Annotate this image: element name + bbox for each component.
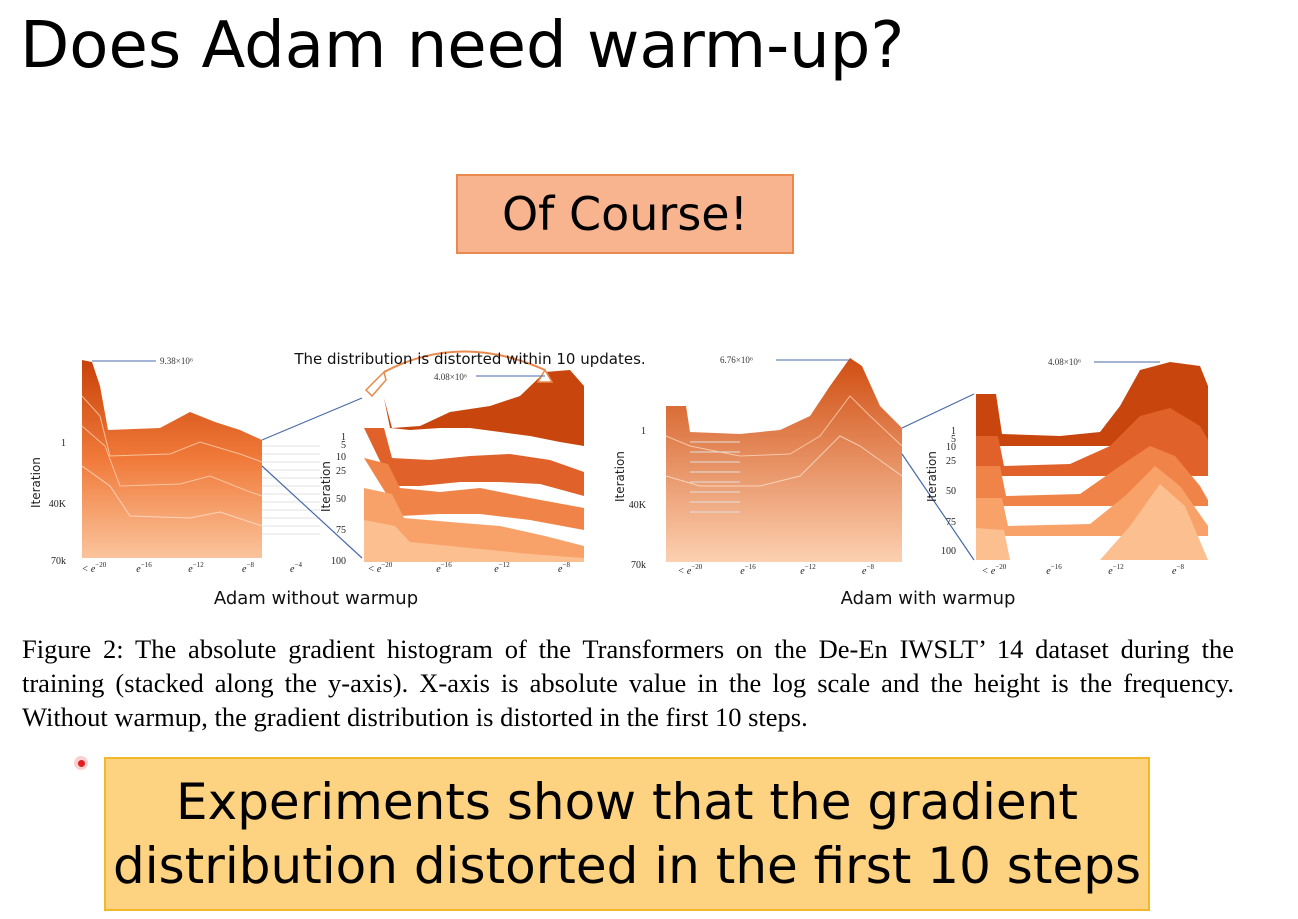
peak-label: 4.08×10⁶: [434, 372, 467, 382]
y-axis-label: Iteration: [319, 461, 333, 512]
y-tick-label: 70k: [51, 556, 66, 567]
x-tick-label: e−12: [800, 563, 816, 577]
y-tick-label: 40K: [49, 499, 67, 510]
y-tick-label: 25: [946, 456, 956, 467]
zoom-connector: [901, 453, 975, 561]
panel-with-warmup-zoom: 4.08×10⁶ Iteration 1 5 10 25 50 75 100 <…: [925, 357, 1208, 577]
y-axis-label: Iteration: [29, 457, 43, 508]
y-tick-label: 100: [331, 556, 346, 567]
x-tick-label: e−12: [1108, 563, 1124, 577]
peak-label: 4.08×10⁶: [1048, 357, 1081, 367]
laser-pointer-icon: [74, 756, 88, 770]
conclusion-line: Experiments show that the gradient: [176, 773, 1078, 831]
x-tick-label: < e−20: [82, 561, 107, 575]
figure-caption: Figure 2: The absolute gradient histogra…: [22, 634, 1234, 732]
x-tick-label: e−12: [188, 561, 204, 575]
x-tick-label: e−16: [436, 561, 452, 575]
peak-label: 6.76×10⁶: [720, 355, 753, 365]
conclusion-callout: Experiments show that the gradient distr…: [104, 757, 1150, 911]
x-tick-label: e−16: [136, 561, 152, 575]
y-tick-label: 25: [336, 466, 346, 477]
y-tick-label: 40K: [629, 500, 647, 511]
figure: 9.38×10⁶ Iteration 1 40K 70k < e−20 e−16…: [0, 336, 1298, 626]
y-tick-label: 75: [946, 517, 956, 528]
x-tick-label: < e−20: [982, 563, 1007, 577]
x-tick-label: e−8: [558, 561, 570, 575]
y-tick-label: 50: [946, 486, 956, 497]
x-tick-label: < e−20: [368, 561, 393, 575]
distortion-annotation: The distribution is distorted within 10 …: [293, 350, 645, 368]
x-tick-label: e−16: [740, 563, 756, 577]
figure-histograms: 9.38×10⁶ Iteration 1 40K 70k < e−20 e−16…: [29, 350, 1208, 609]
y-tick-label: 100: [941, 546, 956, 557]
y-tick-label: 1: [951, 426, 956, 437]
y-tick-label: 70k: [631, 560, 646, 571]
y-tick-label: 10: [946, 442, 956, 453]
peak-label: 9.38×10⁶: [160, 356, 193, 366]
answer-text: Of Course!: [501, 187, 749, 241]
x-tick-label: e−8: [242, 561, 254, 575]
y-tick-label: 5: [951, 434, 956, 445]
annotation-arrow: [383, 350, 546, 373]
y-tick-label: 50: [336, 494, 346, 505]
slide-title: Does Adam need warm-up?: [20, 9, 905, 83]
y-tick-label: 1: [61, 438, 66, 449]
panel-caption: Adam without warmup: [214, 588, 418, 609]
panel-without-warmup-zoom: 4.08×10⁶ Iteration 1 5 10 25 50 75 100 <…: [319, 350, 584, 575]
panel-without-warmup-main: 9.38×10⁶ Iteration 1 40K 70k < e−20 e−16…: [29, 356, 320, 575]
y-axis-label: Iteration: [925, 451, 939, 502]
panel-with-warmup-main: 6.76×10⁶ Iteration 1 40K 70k < e−20 e−16…: [613, 355, 903, 577]
x-tick-label: e−8: [862, 563, 874, 577]
answer-callout: Of Course!: [456, 174, 794, 254]
x-tick-label: e−4: [290, 561, 302, 575]
conclusion-line: distribution distorted in the first 10 s…: [112, 837, 1141, 895]
x-tick-label: e−12: [494, 561, 510, 575]
x-tick-label: e−16: [1046, 563, 1062, 577]
y-tick-label: 5: [341, 440, 346, 451]
y-tick-label: 10: [336, 452, 346, 463]
x-tick-label: e−8: [1172, 563, 1184, 577]
y-axis-label: Iteration: [613, 451, 627, 502]
y-tick-label: 1: [641, 426, 646, 437]
y-tick-label: 1: [341, 432, 346, 443]
panel-caption: Adam with warmup: [841, 588, 1016, 609]
zoom-connector: [261, 397, 363, 441]
x-tick-label: < e−20: [678, 563, 703, 577]
y-tick-label: 75: [336, 525, 346, 536]
zoom-connector: [901, 393, 975, 429]
zoom-connector: [261, 465, 363, 559]
